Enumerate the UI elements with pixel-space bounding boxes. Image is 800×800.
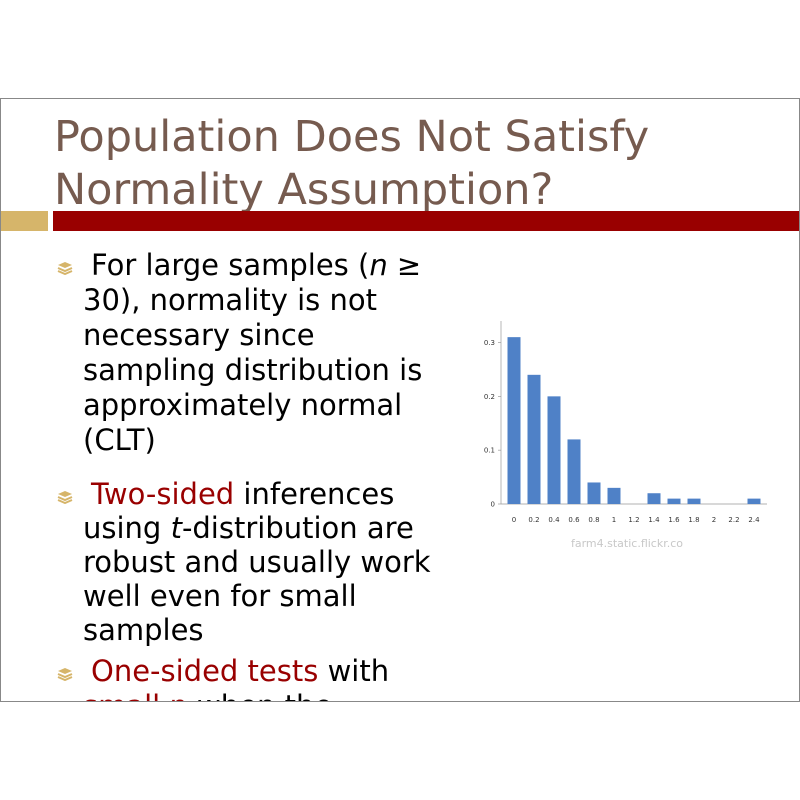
bullet: For large samples (n ≥ 30), normality is… <box>57 248 455 458</box>
x-tick-label: 1.6 <box>668 516 680 524</box>
chart: 0 0.1 0.2 0.3 0 0.2 0.4 0.6 0.8 1 1.2 1.4 1.6 1.8 2 2.2… <box>484 321 767 550</box>
bar <box>507 337 521 504</box>
text-run: n <box>369 248 388 282</box>
y-tick-label: 0 <box>491 501 495 509</box>
text-run: -distribution are robust and usually wor… <box>83 511 431 647</box>
x-tick-label: 0.8 <box>588 516 599 524</box>
x-tick-label: 0.2 <box>528 516 539 524</box>
y-tick-label: 0.3 <box>484 339 495 347</box>
x-tick-label: 0.4 <box>548 516 560 524</box>
bullet-icon <box>57 262 73 275</box>
x-tick-label: 0.6 <box>568 516 580 524</box>
bar <box>527 374 541 504</box>
text-run: t <box>170 511 182 545</box>
gold-bar <box>1 211 48 231</box>
text-run: For large samples ( <box>91 248 370 282</box>
bar <box>567 439 581 504</box>
x-tick-label: 2 <box>712 516 716 524</box>
bar <box>547 396 561 504</box>
x-tick-label: 1.8 <box>688 516 699 524</box>
bullet-icon <box>57 491 73 504</box>
image-caption: farm4.static.flickr.co <box>571 537 683 550</box>
slide: Population Does Not Satisfy Normality As… <box>0 98 800 702</box>
x-tick-label: 1.2 <box>628 516 639 524</box>
text-run: small n <box>83 689 188 701</box>
x-tick-label: 1.4 <box>648 516 660 524</box>
bullet: Two-sided inferences using t-distributio… <box>57 477 455 647</box>
y-tick-label: 0.1 <box>484 447 495 455</box>
x-tick-label: 1 <box>612 516 616 524</box>
x-tick-label: 0 <box>512 516 516 524</box>
bar <box>587 482 601 504</box>
y-tick-label: 0.2 <box>484 393 495 401</box>
bar <box>747 498 761 504</box>
bar <box>607 487 621 504</box>
bullet-icon <box>57 668 73 681</box>
x-tick-label: 2.2 <box>728 516 739 524</box>
text-run: with <box>318 654 390 688</box>
text-run: when the <box>188 689 332 701</box>
text-run: inferences using <box>83 477 395 545</box>
bar <box>667 498 681 504</box>
bar <box>687 498 701 504</box>
bar <box>647 493 661 504</box>
text-run: Two-sided <box>91 477 235 511</box>
bullet: One-sided tests with small n when the <box>57 654 455 701</box>
x-tick-label: 2.4 <box>748 516 760 524</box>
text-run: ≥ 30), normality is not necessary since … <box>83 248 423 457</box>
text-run: One-sided tests <box>91 654 319 688</box>
red-bar <box>53 211 799 231</box>
slide-title: Population Does Not Satisfy Normality As… <box>54 112 650 215</box>
